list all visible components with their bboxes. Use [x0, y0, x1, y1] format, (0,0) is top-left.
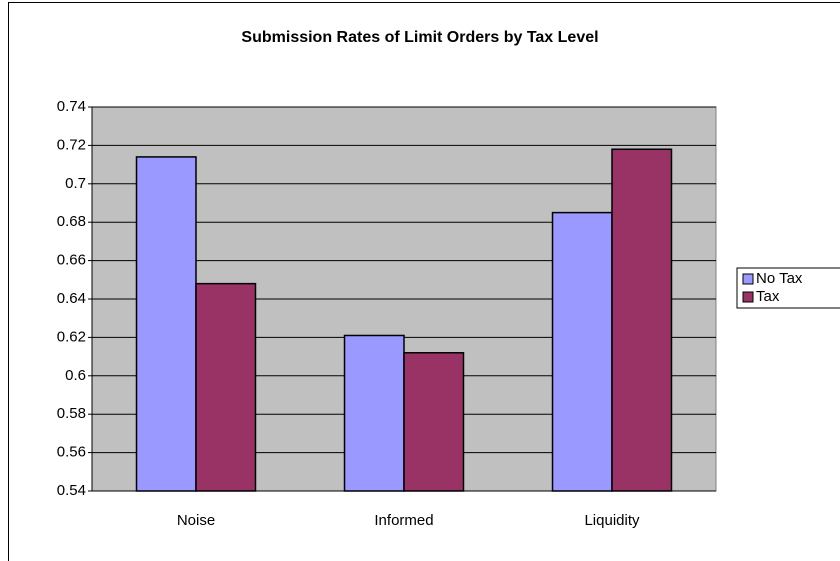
- bar: [611, 148, 673, 492]
- legend-label: Tax: [756, 288, 780, 305]
- legend-box: [736, 267, 840, 309]
- bar: [343, 334, 405, 492]
- legend-label: No Tax: [756, 270, 803, 287]
- y-tick-label: 0.74: [57, 98, 86, 115]
- legend-swatch: [742, 291, 754, 303]
- bar: [195, 282, 257, 492]
- y-tick-label: 0.72: [57, 136, 86, 153]
- y-tick-label: 0.6: [65, 367, 86, 384]
- y-tick-label: 0.64: [57, 290, 86, 307]
- y-tick-label: 0.56: [57, 444, 86, 461]
- bar: [135, 156, 197, 492]
- y-tick-label: 0.68: [57, 213, 86, 230]
- bar: [551, 211, 613, 492]
- y-tick-label: 0.54: [57, 482, 86, 499]
- legend-swatch: [742, 273, 754, 285]
- x-tick-label: Informed: [374, 512, 433, 529]
- y-tick-label: 0.66: [57, 252, 86, 269]
- x-tick-label: Noise: [177, 512, 215, 529]
- y-tick-label: 0.7: [65, 175, 86, 192]
- chart-title: Submission Rates of Limit Orders by Tax …: [241, 29, 598, 46]
- y-tick-label: 0.58: [57, 405, 86, 422]
- x-tick-label: Liquidity: [584, 512, 640, 529]
- y-tick-label: 0.62: [57, 328, 86, 345]
- bar: [403, 352, 465, 492]
